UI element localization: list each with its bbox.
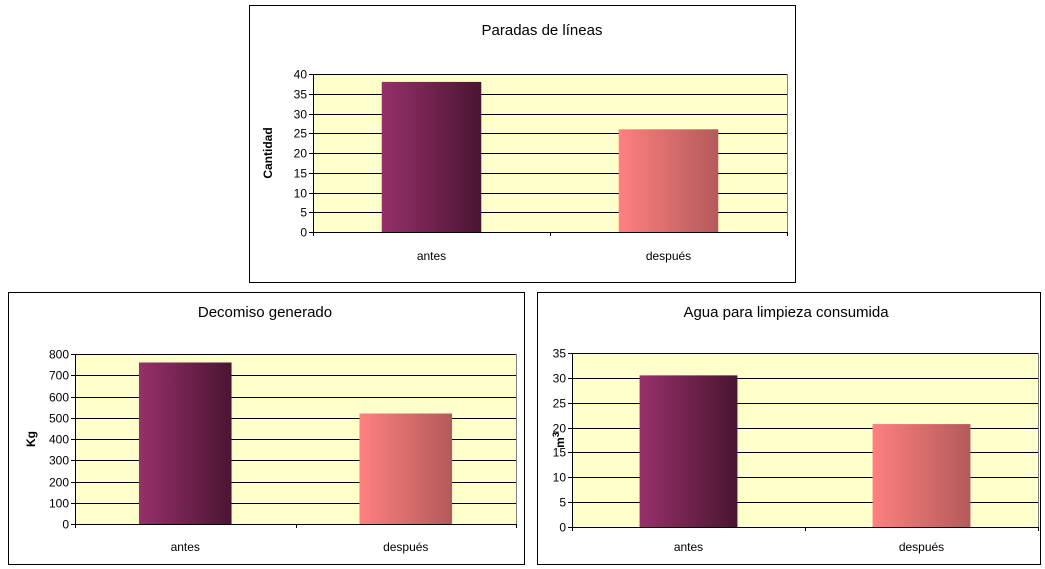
chart-svg: Paradas de líneas 0 5 10 15 20 25 30 35 40 antes de…	[261, 22, 788, 263]
chart-svg: Decomiso generado 0 100 200 300 400 500 600 700 8…	[24, 304, 517, 554]
y-tick-label: 15	[294, 167, 308, 181]
y-tick-label: 100	[49, 497, 69, 511]
x-tick-label: antes	[674, 540, 703, 554]
y-tick-label: 35	[553, 347, 567, 361]
y-tick-label: 25	[553, 397, 567, 411]
x-tick-label: después	[899, 540, 944, 554]
y-tick-label: 0	[559, 521, 566, 535]
x-tick-label: antes	[417, 249, 446, 263]
x-tick-label: antes	[171, 540, 200, 554]
chart-title: Decomiso generado	[198, 304, 332, 321]
chart-title: Paradas de líneas	[482, 22, 603, 39]
y-tick-label: 700	[49, 369, 69, 383]
y-tick-label: 15	[553, 446, 567, 460]
y-tick-label: 400	[49, 433, 69, 447]
bar-antes	[138, 362, 232, 524]
y-axis-label: Kg	[24, 431, 38, 447]
y-tick-label: 10	[553, 471, 567, 485]
y-tick-label: 40	[294, 68, 308, 82]
y-tick-label: 25	[294, 127, 308, 141]
chart-paradas-de-lineas: Paradas de líneas 0 5 10 15 20 25 30 35 40 antes de…	[249, 5, 796, 283]
y-tick-label: 10	[294, 187, 308, 201]
bar-despues	[618, 129, 719, 232]
y-tick-label: 0	[300, 226, 307, 240]
y-tick-label: 20	[294, 147, 308, 161]
chart-agua-para-limpieza: Agua para limpieza consumida 0 5 10 15 20 25 30…	[537, 292, 1041, 565]
y-tick-label: 500	[49, 412, 69, 426]
y-tick-label: 0	[62, 518, 69, 532]
bar-despues	[359, 413, 453, 524]
chart-title: Agua para limpieza consumida	[683, 304, 889, 321]
bar-antes	[639, 375, 738, 527]
x-tick-label: después	[383, 540, 428, 554]
y-tick-label: 5	[559, 496, 566, 510]
chart-decomiso-generado: Decomiso generado 0 100 200 300 400 500 600 700 8…	[8, 292, 525, 565]
y-axis-label-superscript: 3	[551, 432, 561, 437]
chart-svg: Agua para limpieza consumida 0 5 10 15 20 25 30…	[551, 304, 1039, 554]
y-tick-label: 800	[49, 348, 69, 362]
y-tick-label: 20	[553, 422, 567, 436]
y-tick-label: 5	[300, 206, 307, 220]
x-tick-label: después	[646, 249, 691, 263]
y-tick-label: 300	[49, 454, 69, 468]
bar-despues	[872, 424, 971, 527]
y-tick-label: 200	[49, 476, 69, 490]
bar-antes	[381, 81, 482, 233]
y-axis-label: Cantidad	[261, 127, 275, 178]
y-tick-label: 30	[294, 108, 308, 122]
y-tick-label: 30	[553, 372, 567, 386]
y-tick-label: 600	[49, 391, 69, 405]
y-tick-label: 35	[294, 88, 308, 102]
